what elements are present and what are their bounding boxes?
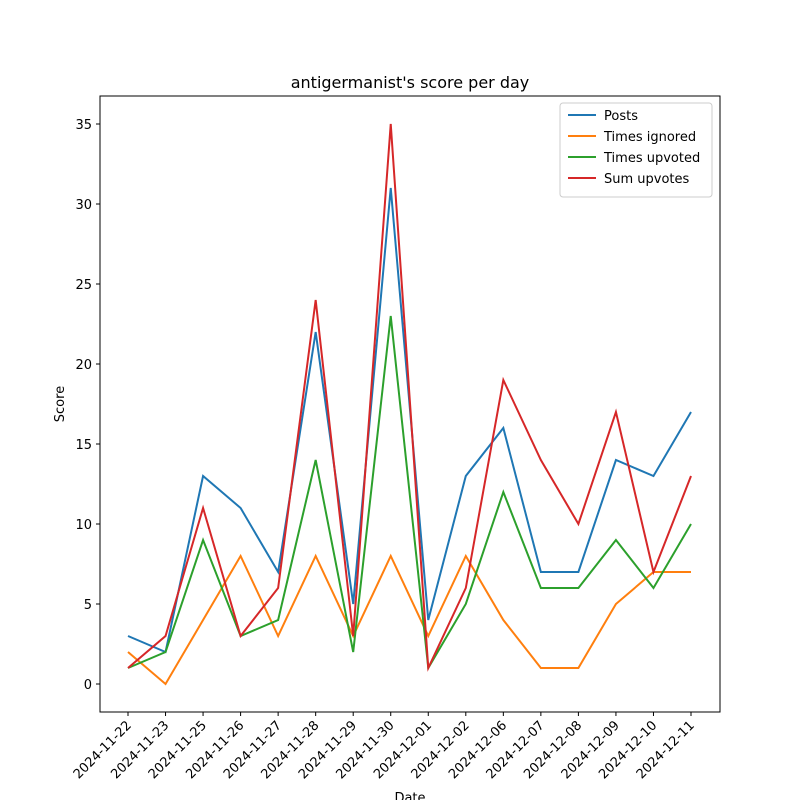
legend-box — [559, 102, 713, 198]
legend-label: Sum upvotes — [604, 172, 690, 187]
legend-label: Times upvoted — [603, 151, 700, 166]
y-tick-label: 0 — [84, 678, 92, 693]
y-tick-label: 35 — [75, 118, 92, 133]
y-tick-label: 30 — [75, 198, 92, 213]
y-tick-label: 25 — [75, 278, 92, 293]
series-line — [127, 315, 692, 672]
x-axis-label: Date — [394, 791, 425, 800]
y-tick-label: 10 — [75, 518, 92, 533]
series-line — [127, 187, 692, 654]
legend-label: Posts — [604, 109, 638, 124]
series-line — [127, 123, 692, 672]
y-tick-label: 5 — [84, 598, 92, 613]
y-tick-label: 15 — [75, 438, 92, 453]
chart-title: antigermanist's score per day — [291, 73, 530, 92]
y-axis-label: Score — [53, 386, 68, 422]
y-tick-label: 20 — [75, 358, 92, 373]
series-line — [127, 553, 691, 686]
plot-frame — [99, 95, 721, 713]
legend-label: Times ignored — [603, 130, 696, 145]
